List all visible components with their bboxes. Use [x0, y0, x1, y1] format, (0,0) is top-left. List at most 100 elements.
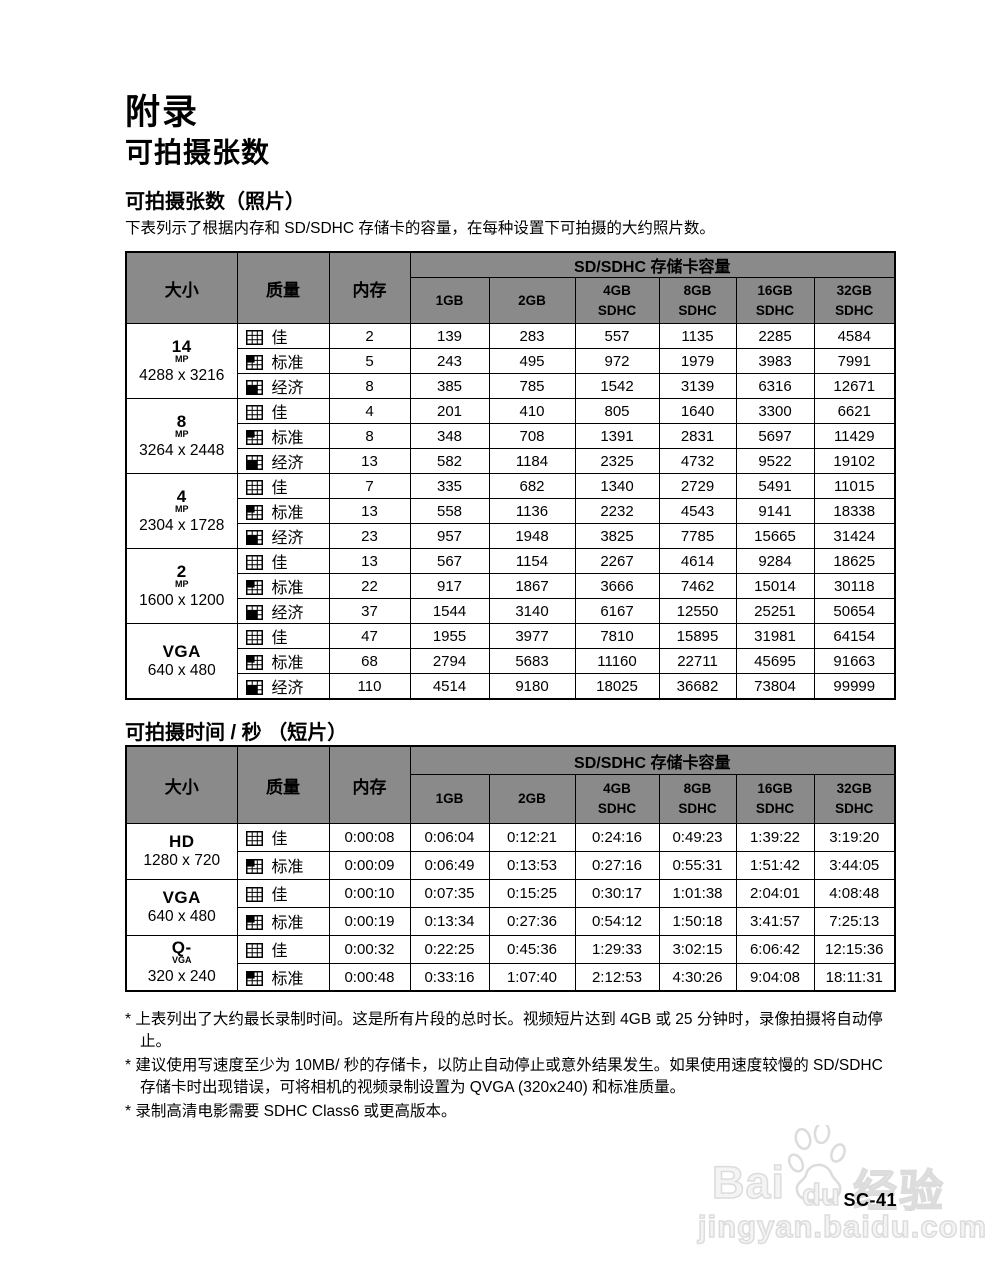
card-value-cell: 1542	[574, 373, 660, 400]
quality-cell: 经济	[236, 598, 330, 625]
card-value-cell: 31981	[735, 623, 815, 650]
baidu-paw-logo-icon	[788, 1125, 846, 1202]
col-header-size: 大小	[125, 745, 238, 824]
quality-label: 佳	[271, 831, 288, 849]
card-value-cell: 45695	[735, 648, 815, 675]
col-header-card: 4GB SDHC	[574, 277, 660, 325]
card-value-cell: 1640	[658, 398, 737, 425]
card-value-cell: 139	[409, 323, 490, 350]
card-value-cell: 7991	[813, 348, 896, 375]
memory-value-cell: 5	[328, 348, 411, 375]
card-value-cell: 6316	[735, 373, 815, 400]
card-value-cell: 3300	[735, 398, 815, 425]
quality-standard-icon	[245, 355, 263, 371]
quality-fine-icon	[245, 330, 263, 346]
card-value-cell: 12550	[658, 598, 737, 625]
card-value-cell: 4614	[658, 548, 737, 575]
card-value-cell: 243	[409, 348, 490, 375]
memory-value-cell: 47	[328, 623, 411, 650]
memory-value-cell: 68	[328, 648, 411, 675]
size-resolution: 1600 x 1200	[139, 591, 225, 609]
card-value-cell: 3825	[574, 523, 660, 550]
quality-label: 经济	[271, 605, 304, 623]
quality-economy-icon	[245, 605, 263, 621]
memory-value-cell: 37	[328, 598, 411, 625]
quality-label: 标准	[271, 859, 304, 877]
col-header-card: 2GB	[488, 773, 576, 824]
card-value-cell: 0:13:53	[488, 850, 576, 880]
quality-standard-icon	[245, 915, 263, 931]
page-number: SC-41	[843, 1190, 897, 1210]
card-value-cell: 50654	[813, 598, 896, 625]
table-row: 标准 0:00:48 0:33:16 1:07:40 2:12:53 4:30:26 9:0…	[126, 962, 896, 992]
card-value-cell: 972	[574, 348, 660, 375]
quality-label: 标准	[271, 355, 304, 373]
card-value-cell: 4732	[658, 448, 737, 475]
card-value-cell: 2:12:53	[574, 962, 660, 992]
table-row: 经济 110 4514 9180 18025 36682 73804 99999	[126, 673, 896, 700]
card-value-cell: 99999	[813, 673, 896, 700]
col-header-card: 32GB SDHC	[813, 773, 896, 824]
card-value-cell: 2794	[409, 648, 490, 675]
memory-value-cell: 0:00:19	[328, 906, 411, 936]
card-value-cell: 0:06:49	[409, 850, 490, 880]
card-value-cell: 22711	[658, 648, 737, 675]
card-value-cell: 5697	[735, 423, 815, 450]
table-row: 经济 13 582 1184 2325 4732 9522 19102	[126, 448, 896, 475]
card-value-cell: 12:15:36	[813, 934, 896, 964]
quality-cell: 佳	[236, 934, 330, 964]
col-header-card: 8GB SDHC	[658, 277, 737, 325]
quality-cell: 经济	[236, 673, 330, 700]
quality-cell: 标准	[236, 573, 330, 600]
card-value-cell: 3139	[658, 373, 737, 400]
card-value-cell: 1135	[658, 323, 737, 350]
card-value-cell: 1:51:42	[735, 850, 815, 880]
col-header-card: 4GB SDHC	[574, 773, 660, 824]
card-value-cell: 567	[409, 548, 490, 575]
quality-cell: 经济	[236, 523, 330, 550]
memory-value-cell: 22	[328, 573, 411, 600]
size-unit: MP	[175, 428, 189, 439]
card-value-cell: 4:08:48	[813, 878, 896, 908]
col-header-memory: 内存	[328, 745, 411, 824]
card-value-cell: 0:27:36	[488, 906, 576, 936]
card-value-cell: 6167	[574, 598, 660, 625]
card-value-cell: 7:25:13	[813, 906, 896, 936]
card-value-cell: 5683	[488, 648, 576, 675]
card-value-cell: 9284	[735, 548, 815, 575]
card-value-cell: 18338	[813, 498, 896, 525]
card-value-cell: 0:12:21	[488, 822, 576, 852]
card-value-cell: 11429	[813, 423, 896, 450]
card-value-cell: 18025	[574, 673, 660, 700]
quality-fine-icon	[245, 887, 263, 903]
quality-cell: 标准	[236, 850, 330, 880]
card-value-cell: 495	[488, 348, 576, 375]
quality-label: 标准	[271, 505, 304, 523]
card-value-cell: 805	[574, 398, 660, 425]
card-value-cell: 7785	[658, 523, 737, 550]
quality-label: 佳	[271, 943, 288, 961]
memory-value-cell: 0:00:48	[328, 962, 411, 992]
footnotes: * 上表列出了大约最长录制时间。这是所有片段的总时长。视频短片达到 4GB 或 …	[125, 1009, 895, 1123]
card-value-cell: 3666	[574, 573, 660, 600]
card-value-cell: 3:19:20	[813, 822, 896, 852]
memory-value-cell: 4	[328, 398, 411, 425]
quality-fine-icon	[245, 831, 263, 847]
card-value-cell: 9180	[488, 673, 576, 700]
quality-label: 标准	[271, 580, 304, 598]
card-value-cell: 283	[488, 323, 576, 350]
table-row: 经济 37 1544 3140 6167 12550 25251 50654	[126, 598, 896, 625]
quality-cell: 佳	[236, 878, 330, 908]
table-row: 8 MP 3264 x 2448 佳 4 201 410 805 1640 3300 6621	[125, 398, 896, 475]
card-value-cell: 1136	[488, 498, 576, 525]
quality-label: 佳	[271, 480, 288, 498]
quality-cell: 经济	[236, 448, 330, 475]
col-header-card: 1GB	[409, 773, 490, 824]
card-value-cell: 64154	[813, 623, 896, 650]
col-header-card: 1GB	[409, 277, 490, 325]
card-value-cell: 2232	[574, 498, 660, 525]
card-value-cell: 0:33:16	[409, 962, 490, 992]
quality-label: 佳	[271, 330, 288, 348]
card-value-cell: 2729	[658, 473, 737, 500]
table-row: 标准 0:00:09 0:06:49 0:13:53 0:27:16 0:55:31 1:5…	[126, 850, 896, 880]
